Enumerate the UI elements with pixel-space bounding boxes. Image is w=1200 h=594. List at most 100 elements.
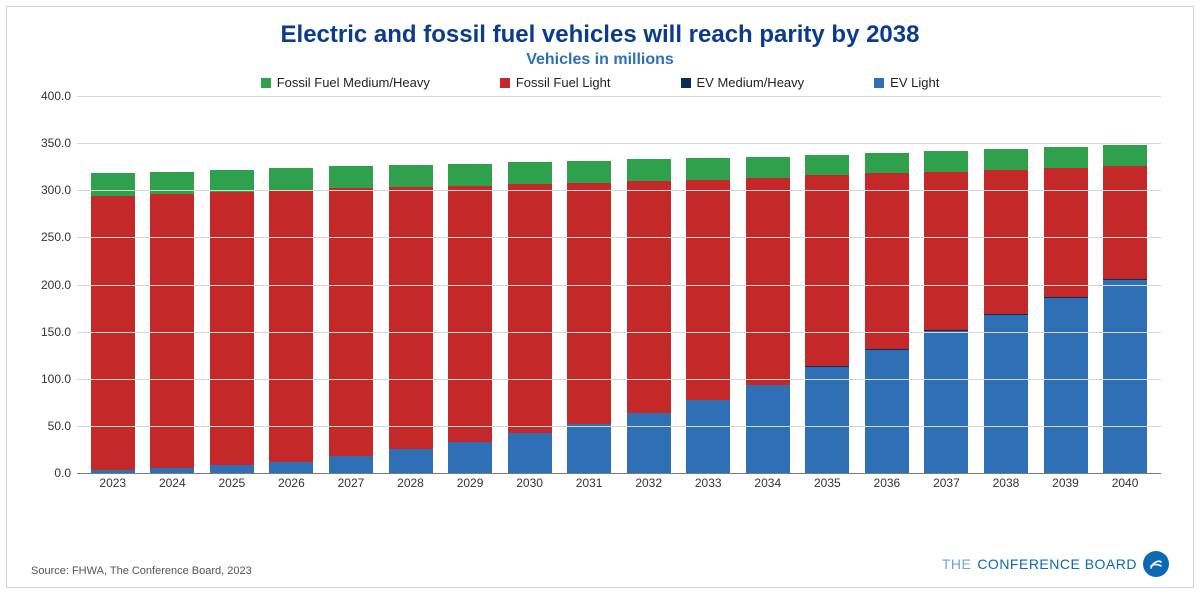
bar-segment-ff_mh [746, 157, 790, 178]
bar-segment-ev_light [1044, 298, 1088, 473]
bar [329, 166, 373, 473]
bar-segment-ff_light [448, 186, 492, 442]
x-axis-tick-label: 2040 [1103, 476, 1147, 496]
bar-segment-ff_light [924, 172, 968, 331]
chart-legend: Fossil Fuel Medium/Heavy Fossil Fuel Ligh… [31, 75, 1169, 90]
bar-segment-ev_light [448, 442, 492, 473]
bar-segment-ff_light [210, 192, 254, 465]
bar-segment-ff_mh [448, 164, 492, 186]
bar-segment-ev_light [269, 462, 313, 473]
bar-segment-ff_mh [1103, 145, 1147, 166]
bar-segment-ff_mh [924, 151, 968, 172]
bar-segment-ev_light [1103, 280, 1147, 473]
x-axis-tick-label: 2034 [746, 476, 790, 496]
x-axis-tick-label: 2026 [269, 476, 313, 496]
bar-segment-ff_light [329, 188, 373, 456]
chart-title: Electric and fossil fuel vehicles will r… [31, 21, 1169, 49]
bar [984, 149, 1028, 473]
bar-segment-ff_light [865, 173, 909, 349]
y-axis-tick-label: 400.0 [31, 89, 71, 103]
legend-swatch [500, 78, 510, 88]
bar-segment-ev_light [746, 385, 790, 473]
grid-line [77, 237, 1161, 238]
bar-segment-ff_mh [627, 159, 671, 181]
bar-segment-ff_mh [389, 165, 433, 187]
legend-label: EV Medium/Heavy [697, 75, 805, 90]
bar [269, 168, 313, 473]
x-axis-tick-label: 2023 [91, 476, 135, 496]
bar-segment-ev_light [91, 470, 135, 473]
bar-segment-ff_light [805, 175, 849, 366]
bar-segment-ev_light [686, 400, 730, 473]
bar-segment-ev_light [508, 433, 552, 473]
brand-footer: THE CONFERENCE BOARD [942, 551, 1169, 577]
x-axis-tick-label: 2031 [567, 476, 611, 496]
x-axis-tick-label: 2027 [329, 476, 373, 496]
y-axis-tick-label: 250.0 [31, 230, 71, 244]
y-axis-tick-label: 300.0 [31, 183, 71, 197]
x-axis-tick-label: 2032 [627, 476, 671, 496]
bar-segment-ff_light [686, 180, 730, 400]
x-axis-tick-label: 2028 [389, 476, 433, 496]
source-note: Source: FHWA, The Conference Board, 2023 [31, 565, 252, 577]
grid-line [77, 190, 1161, 191]
brand-prefix: THE [942, 556, 972, 572]
plot-area: 0.050.0100.0150.0200.0250.0300.0350.0400… [77, 96, 1161, 496]
bar-segment-ev_light [865, 350, 909, 473]
bar-segment-ff_mh [329, 166, 373, 188]
x-axis-tick-label: 2036 [865, 476, 909, 496]
bar [1103, 145, 1147, 473]
bar-segment-ff_light [1044, 168, 1088, 297]
y-axis-tick-label: 350.0 [31, 136, 71, 150]
x-axis-tick-label: 2039 [1044, 476, 1088, 496]
x-axis-labels: 2023202420252026202720282029203020312032… [77, 476, 1161, 496]
y-axis-tick-label: 0.0 [31, 466, 71, 480]
y-axis-tick-label: 100.0 [31, 372, 71, 386]
bar-segment-ff_mh [865, 153, 909, 174]
x-axis-tick-label: 2030 [508, 476, 552, 496]
bar-segment-ff_mh [805, 155, 849, 176]
x-axis-tick-label: 2029 [448, 476, 492, 496]
bar-segment-ff_light [567, 183, 611, 424]
legend-item: EV Medium/Heavy [681, 75, 805, 90]
grid-line [77, 143, 1161, 144]
bar-segment-ev_light [210, 465, 254, 473]
x-axis-tick-label: 2038 [984, 476, 1028, 496]
bar-segment-ev_light [924, 331, 968, 473]
chart-subtitle: Vehicles in millions [31, 51, 1169, 69]
brand-logo-icon [1143, 551, 1169, 577]
legend-item: Fossil Fuel Light [500, 75, 611, 90]
x-axis-tick-label: 2035 [805, 476, 849, 496]
bar-segment-ff_mh [269, 168, 313, 190]
grid-line [77, 332, 1161, 333]
brand-main: CONFERENCE BOARD [977, 556, 1137, 572]
grid-line [77, 285, 1161, 286]
legend-label: EV Light [890, 75, 939, 90]
grid-line [77, 96, 1161, 97]
bar [210, 170, 254, 473]
x-axis-tick-label: 2033 [686, 476, 730, 496]
bar-segment-ff_light [984, 170, 1028, 315]
y-axis-tick-label: 50.0 [31, 419, 71, 433]
legend-label: Fossil Fuel Light [516, 75, 611, 90]
bar-segment-ev_light [627, 413, 671, 473]
bar-segment-ff_mh [210, 170, 254, 193]
bar-segment-ev_light [984, 315, 1028, 473]
legend-item: Fossil Fuel Medium/Heavy [261, 75, 430, 90]
y-axis-tick-label: 200.0 [31, 278, 71, 292]
bar-segment-ev_light [805, 367, 849, 473]
chart-frame: Electric and fossil fuel vehicles will r… [6, 6, 1194, 588]
bar-segment-ev_light [567, 424, 611, 473]
bar [924, 151, 968, 473]
bar-segment-ff_light [269, 190, 313, 462]
bar [150, 172, 194, 473]
bar-segment-ff_light [1103, 166, 1147, 279]
grid-line [77, 426, 1161, 427]
bar-segment-ff_mh [567, 161, 611, 183]
grid-line [77, 379, 1161, 380]
bar-segment-ff_light [508, 184, 552, 433]
bar-segment-ff_light [746, 178, 790, 385]
bar-segment-ff_mh [686, 158, 730, 180]
bar-segment-ev_light [329, 456, 373, 473]
bar [1044, 147, 1088, 473]
